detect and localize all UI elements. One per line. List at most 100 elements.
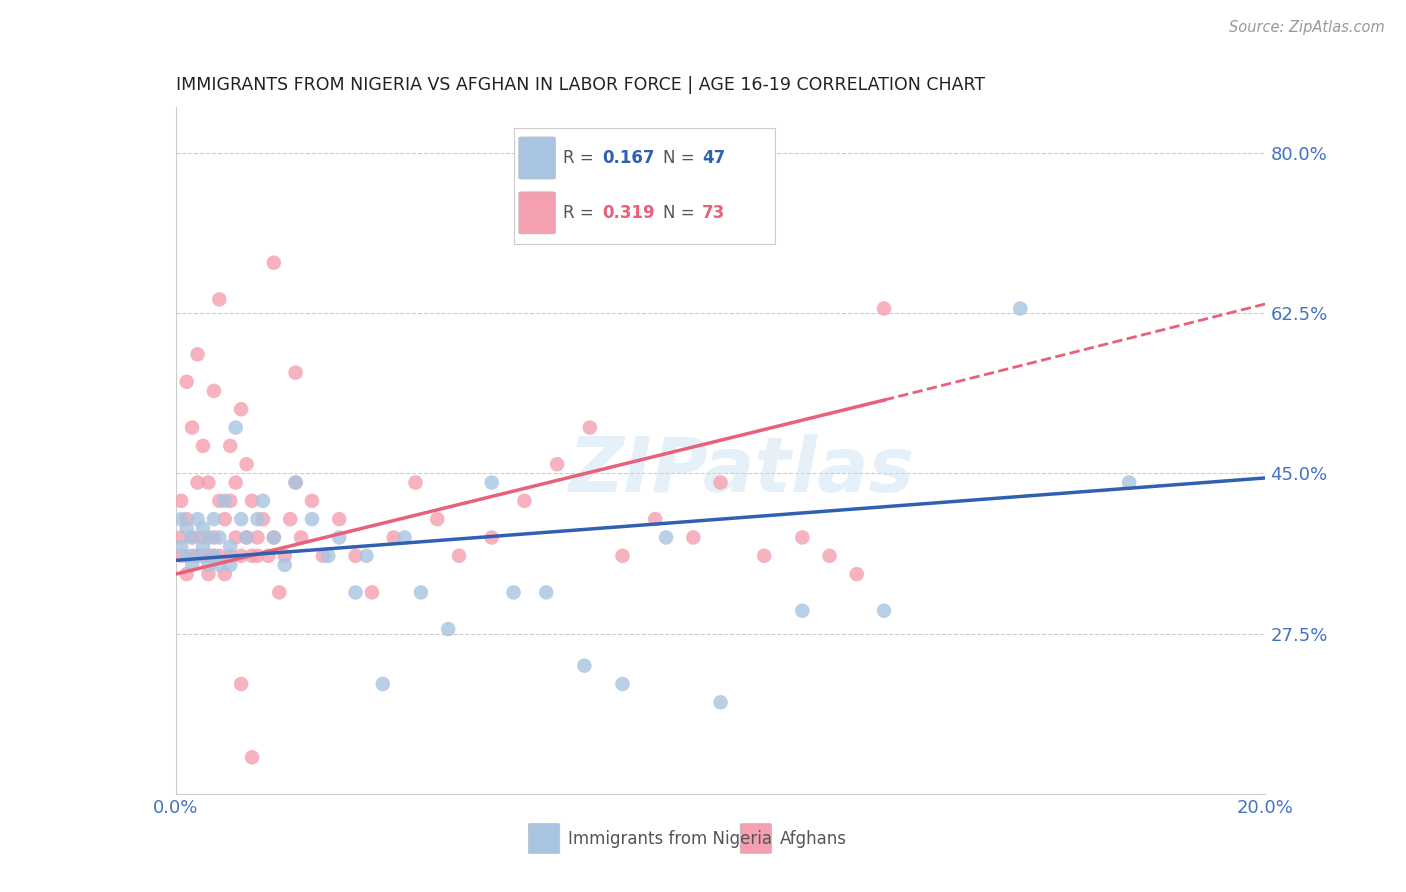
Point [170,512,193,526]
Point [246,512,269,526]
Point [405,475,427,490]
Point [219,439,242,453]
Point [278,512,301,526]
Point [191,521,214,535]
Point [437,622,460,636]
Point [186,475,209,490]
Point [240,493,263,508]
Point [231,677,253,691]
Point [191,531,214,545]
Point [225,531,247,545]
Point [208,293,231,307]
Point [197,567,219,582]
Point [186,549,209,563]
Point [181,558,204,572]
Point [274,549,297,563]
Point [818,549,841,563]
Point [579,420,602,434]
Point [214,567,236,582]
Point [284,475,307,490]
Point [481,531,503,545]
Point [246,549,269,563]
Point [328,512,350,526]
Point [447,549,470,563]
Point [481,475,503,490]
Point [231,512,253,526]
Point [181,531,204,545]
Point [208,558,231,572]
Point [574,658,596,673]
Point [181,549,204,563]
Point [269,585,291,599]
Point [301,512,323,526]
Point [186,549,209,563]
Point [181,420,204,434]
Point [186,512,209,526]
Point [214,512,236,526]
Point [214,493,236,508]
Point [202,549,225,563]
Point [170,531,193,545]
Point [612,677,634,691]
Point [186,347,209,361]
Point [655,531,678,545]
Point [382,531,405,545]
Point [710,475,733,490]
Point [873,604,896,618]
Point [202,384,225,398]
Point [1010,301,1032,316]
Point [328,531,350,545]
Point [263,531,285,545]
Point [284,475,307,490]
Point [312,549,335,563]
Point [197,531,219,545]
Point [873,301,896,316]
Point [176,549,198,563]
Point [181,531,204,545]
Point [225,420,247,434]
Point [240,750,263,764]
Text: Source: ZipAtlas.com: Source: ZipAtlas.com [1229,20,1385,35]
Point [191,540,214,554]
Point [231,549,253,563]
Point [534,585,557,599]
Point [191,439,214,453]
Point [792,604,814,618]
Point [246,531,269,545]
Point [208,493,231,508]
Point [513,493,536,508]
Point [197,475,219,490]
Text: IMMIGRANTS FROM NIGERIA VS AFGHAN IN LABOR FORCE | AGE 16-19 CORRELATION CHART: IMMIGRANTS FROM NIGERIA VS AFGHAN IN LAB… [176,77,984,95]
Point [257,549,280,563]
Point [240,549,263,563]
Point [318,549,340,563]
Point [252,512,274,526]
Point [644,512,666,526]
Point [219,549,242,563]
Point [225,475,247,490]
Point [344,549,367,563]
Point [394,531,416,545]
Point [284,366,307,380]
Point [202,512,225,526]
Point [176,512,198,526]
Point [546,457,568,471]
Point [754,549,776,563]
Point [202,531,225,545]
Point [845,567,868,582]
Point [219,558,242,572]
Point [612,549,634,563]
Point [502,585,524,599]
Point [176,521,198,535]
Point [197,558,219,572]
Point [231,402,253,417]
Point [426,512,449,526]
Point [208,549,231,563]
Point [792,531,814,545]
Point [344,585,367,599]
Point [360,585,382,599]
Point [371,677,394,691]
Point [274,558,297,572]
Point [356,549,378,563]
Point [197,549,219,563]
